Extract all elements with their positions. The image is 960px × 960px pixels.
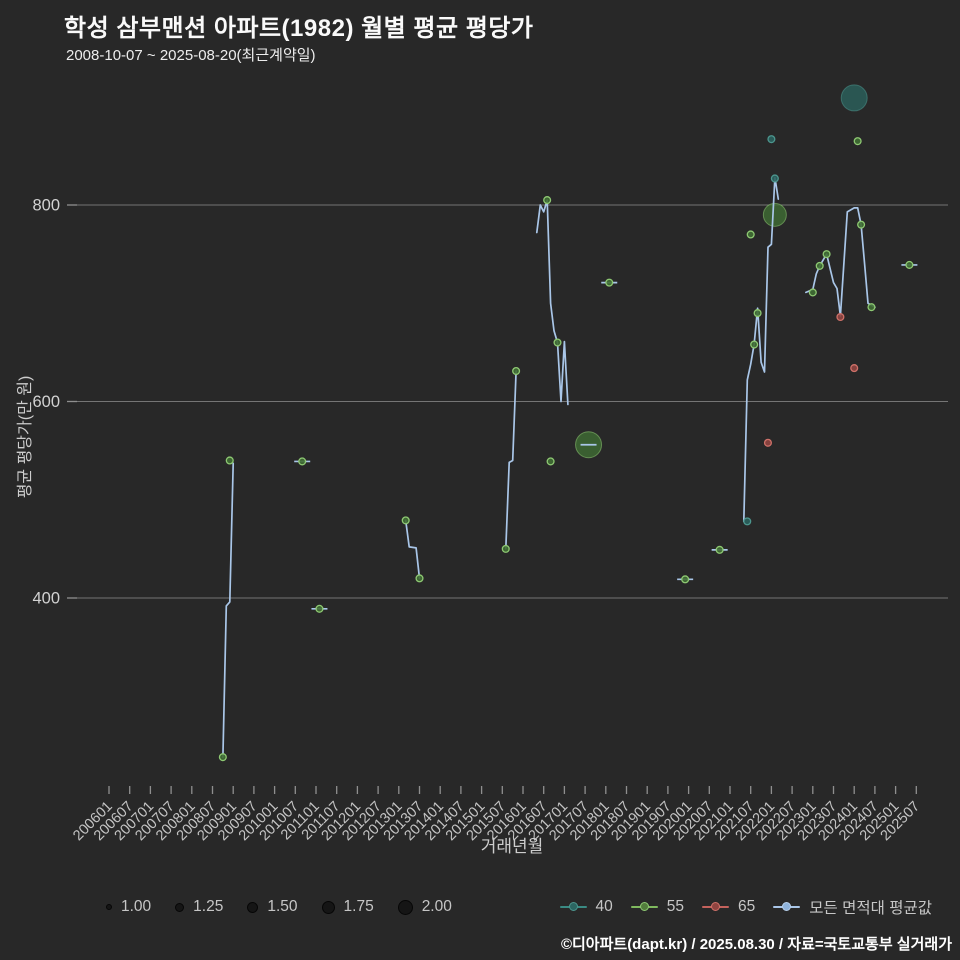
avg-line-segment <box>742 176 780 523</box>
point-55 <box>543 196 552 205</box>
size-dot-icon <box>321 900 335 914</box>
point-55 <box>815 261 824 270</box>
avg-line-segment <box>404 519 421 580</box>
avg-line-segment <box>222 462 235 759</box>
size-legend: 1.00 1.25 1.50 1.75 2.00 <box>106 898 452 916</box>
point-55 <box>853 137 862 146</box>
series-legend-item-55: 55 <box>630 898 685 916</box>
point-55 <box>867 303 876 312</box>
point-55 <box>605 278 614 287</box>
series-40-swatch-icon <box>559 902 587 912</box>
point-55 <box>905 260 914 269</box>
point-55 <box>512 366 521 376</box>
point-40 <box>743 517 752 526</box>
x-axis-label: 거래년월 <box>480 837 544 856</box>
legend: 1.00 1.25 1.50 1.75 2.00 40 55 65 <box>0 892 960 922</box>
size-legend-item: 1.25 <box>175 898 223 916</box>
point-55 <box>546 457 555 466</box>
size-dot-icon <box>247 901 259 913</box>
series-legend-item-avg: 모든 면적대 평균값 <box>773 896 932 918</box>
point-55 <box>298 457 307 466</box>
point-55 <box>415 574 424 583</box>
size-dot-icon <box>106 904 112 910</box>
date-range-subtitle: 2008-10-07 ~ 2025-08-20(최근계약일) <box>66 47 316 64</box>
size-legend-label: 1.50 <box>267 898 298 915</box>
point-55 <box>681 575 690 584</box>
size-legend-item: 1.00 <box>106 898 151 916</box>
point-55 <box>553 338 562 347</box>
point-65 <box>850 364 859 373</box>
point-55 <box>225 456 234 465</box>
series-legend-label: 65 <box>738 898 756 915</box>
size-dot-icon <box>175 902 185 912</box>
series-legend-label: 55 <box>666 898 685 915</box>
series-legend: 40 55 65 모든 면적대 평균값 <box>559 896 932 918</box>
avg-line-segment <box>504 370 517 550</box>
series-legend-item-65: 65 <box>702 898 755 916</box>
bubble-40 <box>840 84 868 112</box>
series-55-swatch-icon <box>630 902 658 912</box>
point-65 <box>763 438 772 447</box>
size-legend-label: 1.00 <box>121 898 152 915</box>
y-tick-label: 800 <box>32 197 60 215</box>
avg-line-segment <box>535 199 569 406</box>
point-40 <box>770 174 779 183</box>
point-55 <box>218 753 227 762</box>
point-55 <box>822 250 831 259</box>
size-legend-label: 1.25 <box>193 898 224 915</box>
point-55 <box>857 220 866 229</box>
point-40 <box>767 135 776 144</box>
point-55 <box>501 544 510 553</box>
y-tick-label: 400 <box>32 590 60 608</box>
size-legend-label: 1.75 <box>343 898 374 915</box>
size-legend-label: 2.00 <box>421 898 452 915</box>
series-legend-label: 모든 면적대 평균값 <box>809 900 932 917</box>
size-legend-item: 1.50 <box>247 898 298 916</box>
point-55 <box>715 545 724 554</box>
point-55 <box>315 604 324 613</box>
series-65-swatch-icon <box>702 902 730 912</box>
point-55 <box>746 230 755 239</box>
point-55 <box>808 288 817 297</box>
y-tick-label: 600 <box>32 393 60 411</box>
point-65 <box>836 312 845 322</box>
point-55 <box>753 309 762 318</box>
series-avg-swatch-icon <box>773 902 801 912</box>
point-55 <box>401 516 410 525</box>
size-dot-icon <box>397 899 413 915</box>
series-legend-label: 40 <box>595 898 613 915</box>
point-55 <box>750 340 759 349</box>
copyright-footer: ©디아파트(dapt.kr) / 2025.08.30 / 자료=국토교통부 실… <box>560 936 952 953</box>
bubble-55 <box>762 202 787 227</box>
series-legend-item-40: 40 <box>559 898 613 916</box>
size-legend-item: 2.00 <box>397 898 452 916</box>
y-axis-label: 평균 평당가(만 원) <box>17 375 34 499</box>
page-title: 학성 삼부맨션 아파트(1982) 월별 평균 평당가 <box>64 15 534 42</box>
size-legend-item: 1.75 <box>321 898 374 916</box>
